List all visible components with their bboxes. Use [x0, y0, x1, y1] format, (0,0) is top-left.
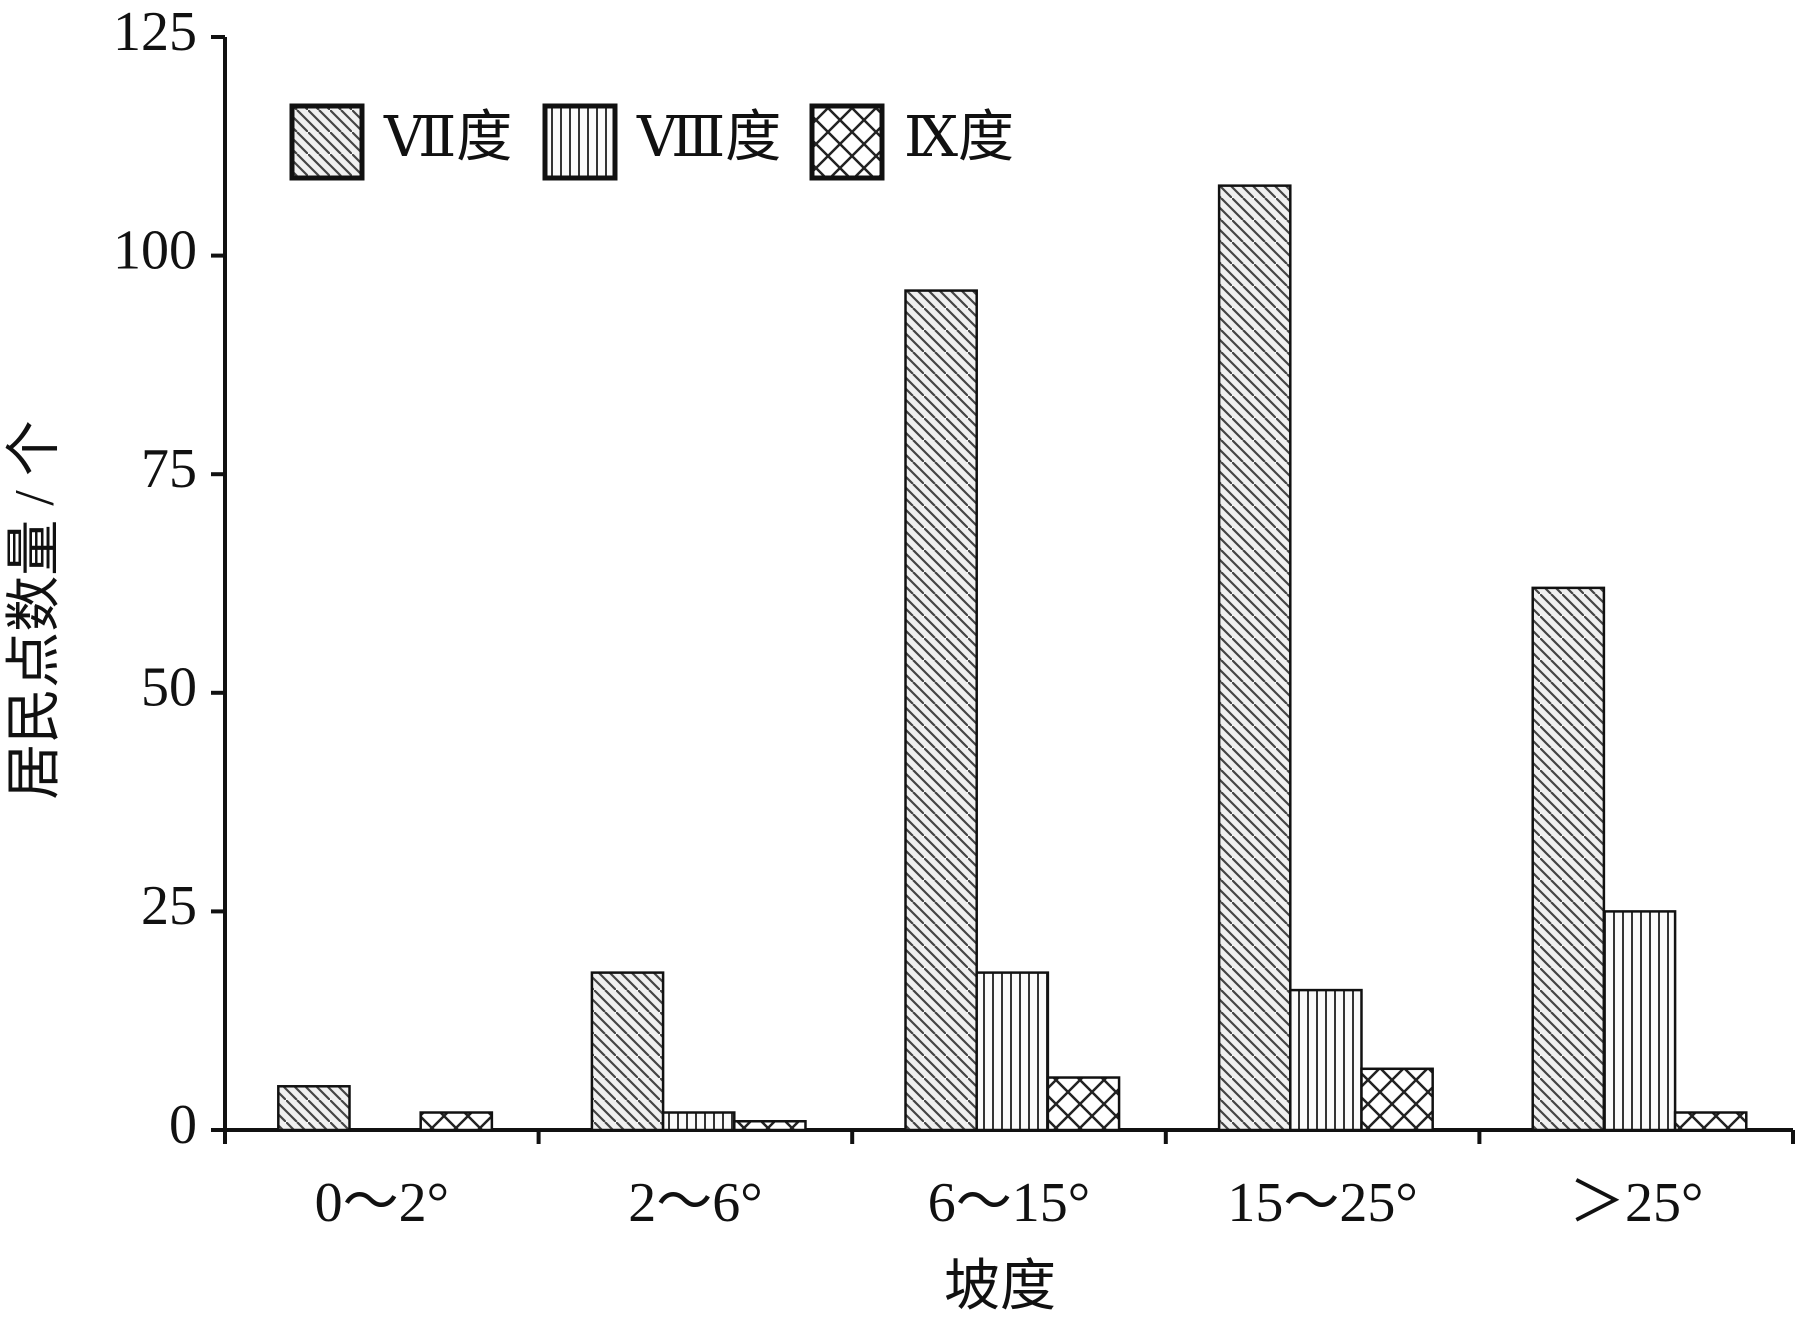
- x-tick-label: 0～2°: [315, 1172, 449, 1234]
- bar: [661, 1111, 736, 1132]
- x-tick-label: ＞25°: [1569, 1172, 1703, 1234]
- legend-swatch: [289, 103, 365, 181]
- bar: [590, 971, 665, 1132]
- y-axis-title: 居民点数量 / 个: [4, 420, 66, 800]
- bar: [1673, 1111, 1748, 1132]
- bar: [419, 1111, 494, 1132]
- bar: [1046, 1076, 1121, 1132]
- bar: [1602, 910, 1677, 1132]
- x-tick-label: 2～6°: [628, 1172, 762, 1234]
- bar: [277, 1085, 351, 1132]
- y-tick-label: 100: [113, 219, 197, 281]
- bar: [1289, 988, 1363, 1132]
- y-tick-label: 25: [141, 875, 197, 937]
- y-tick-label: 0: [169, 1094, 197, 1156]
- bar: [1360, 1067, 1434, 1132]
- x-tick-label: 15～25°: [1227, 1172, 1417, 1234]
- x-axis-title: 坡度: [944, 1256, 1056, 1318]
- legend-label: Ⅸ度: [904, 107, 1014, 169]
- bar: [733, 1120, 807, 1132]
- legend-swatch: [809, 103, 885, 181]
- bar: [1217, 184, 1292, 1132]
- bar: [1531, 586, 1606, 1132]
- legend-label: Ⅷ度: [636, 107, 781, 169]
- y-tick-label: 75: [141, 438, 197, 500]
- legend-label: Ⅶ度: [383, 107, 512, 169]
- y-tick-label: 50: [141, 657, 197, 719]
- x-tick-label: 6～15°: [928, 1172, 1090, 1234]
- bar: [904, 289, 978, 1132]
- legend-swatch: [542, 103, 618, 181]
- y-tick-label: 125: [113, 1, 197, 63]
- bar: [975, 971, 1050, 1132]
